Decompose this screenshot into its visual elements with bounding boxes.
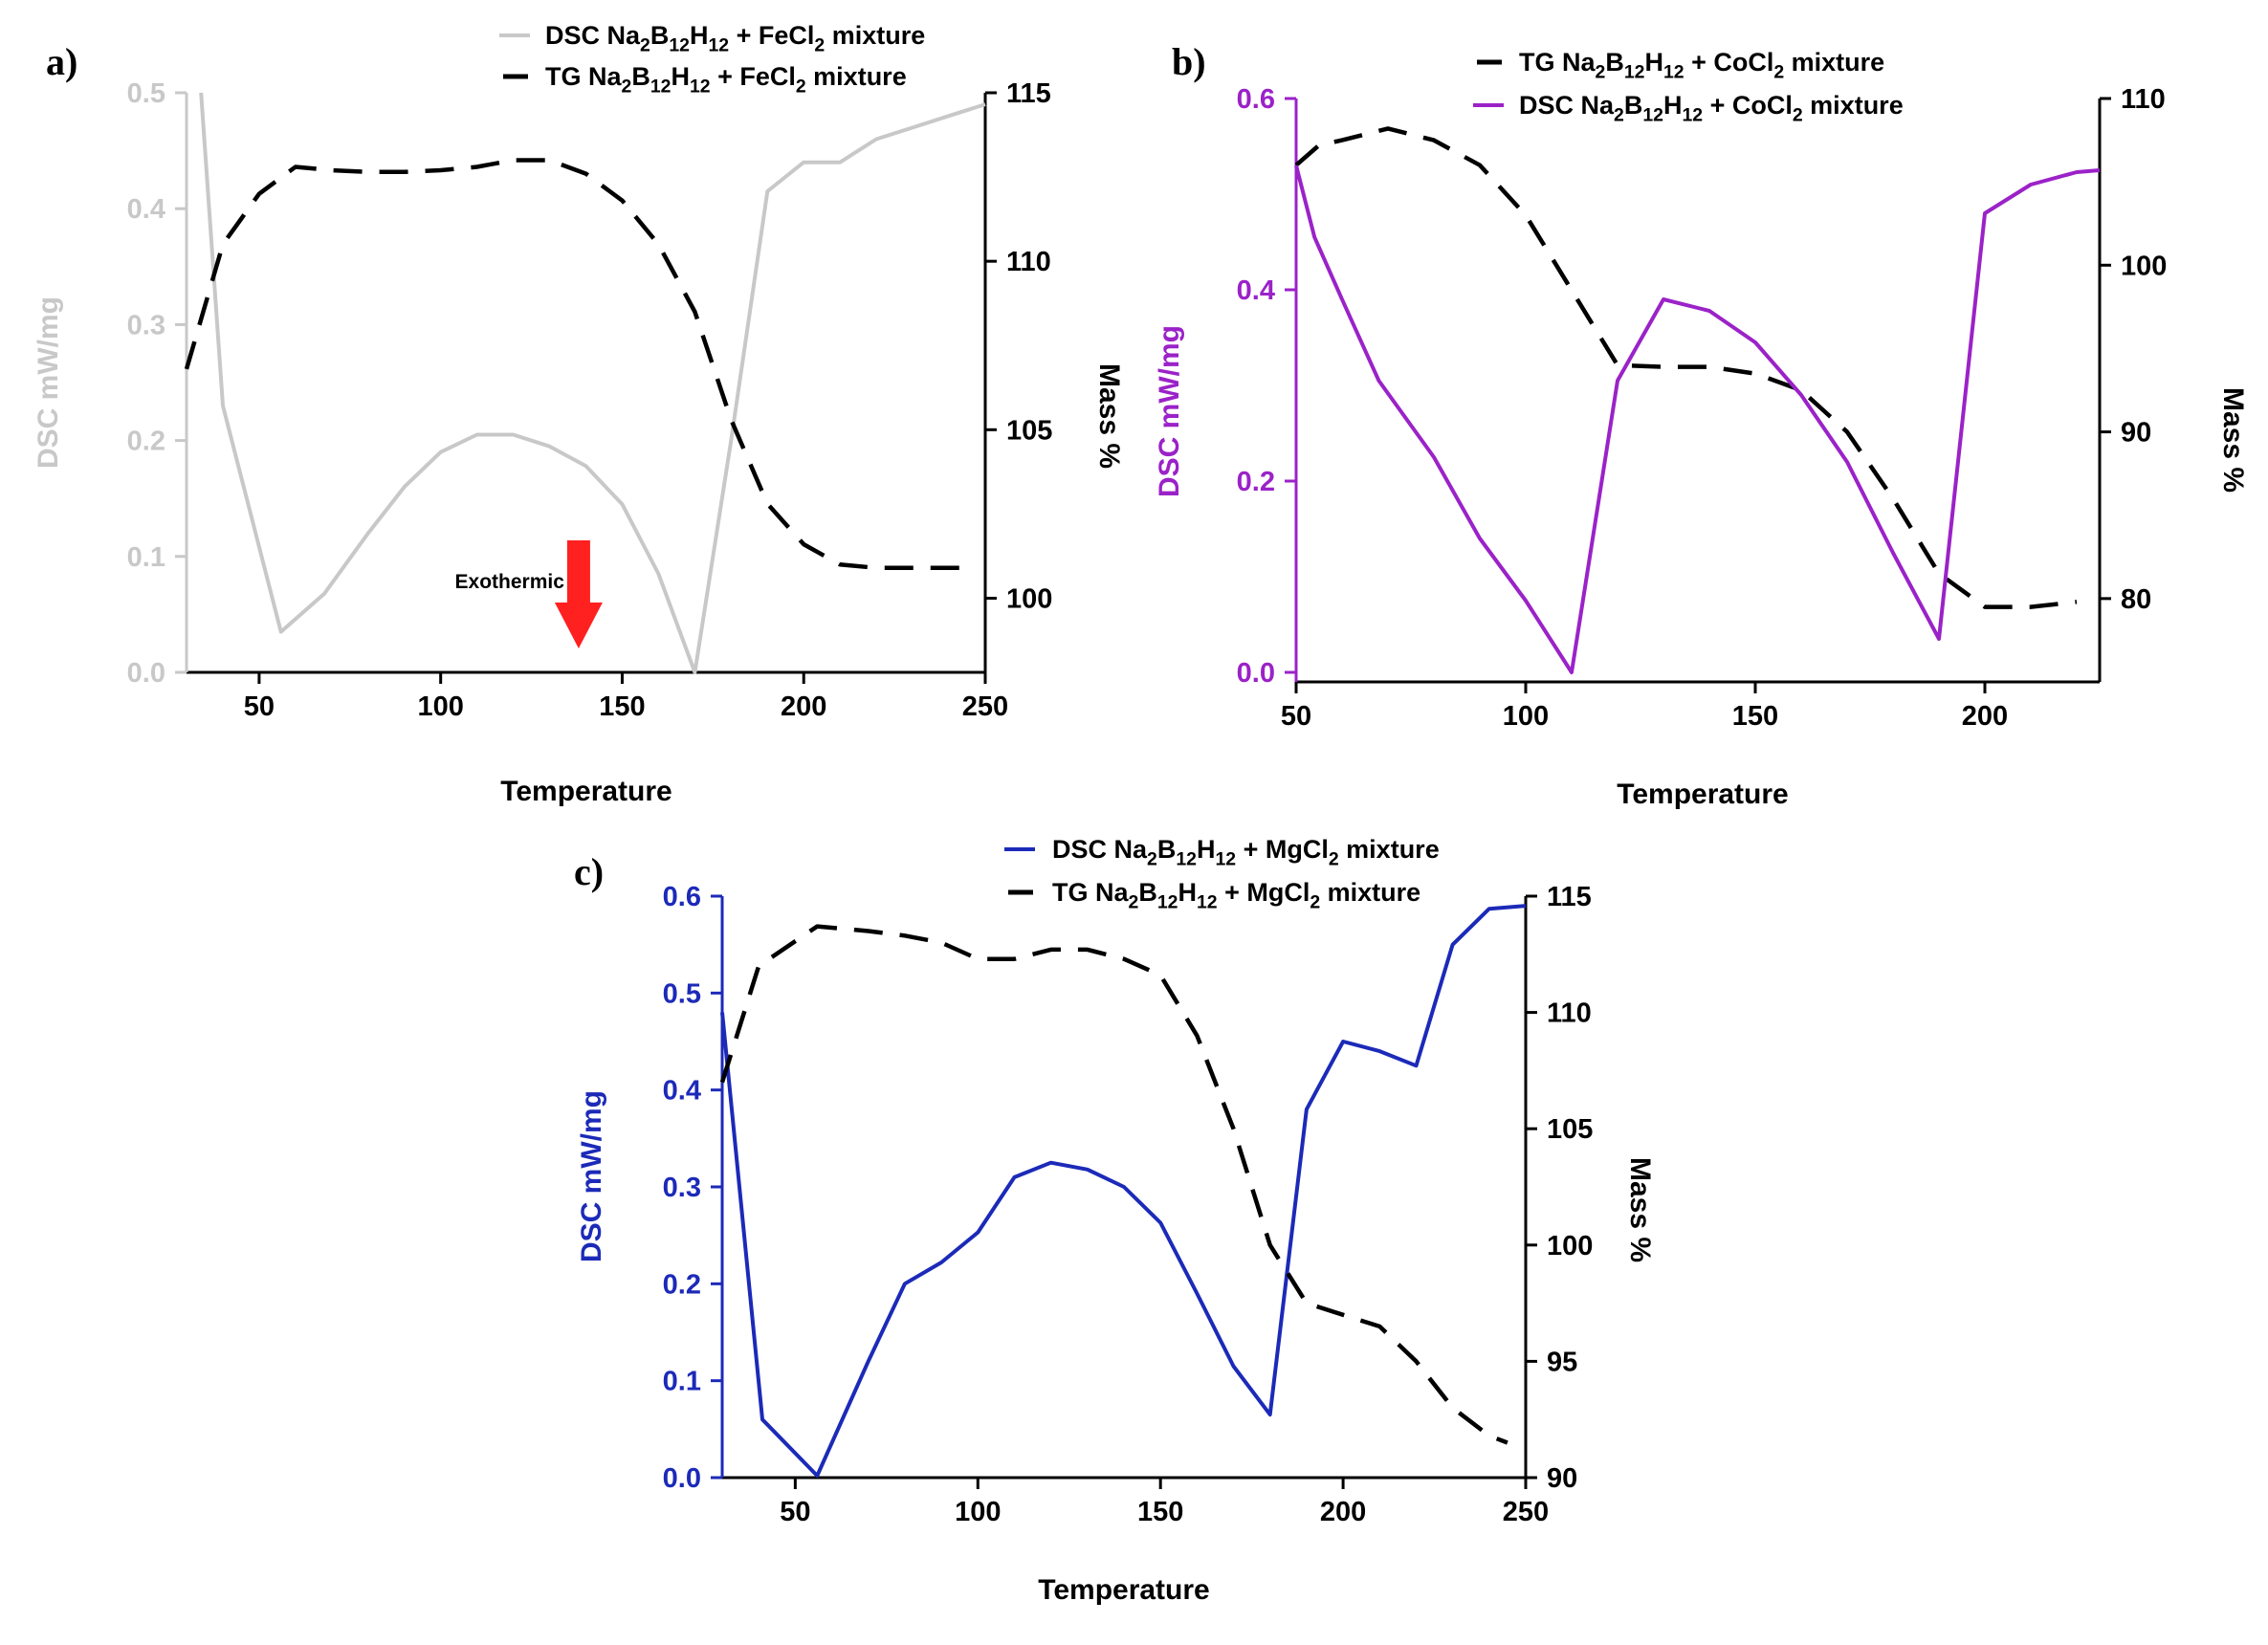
- x-tick-label: 250: [962, 691, 1008, 722]
- x-tick-label: 100: [417, 691, 463, 722]
- y-left-tick-label: 0.5: [663, 978, 701, 1009]
- dsc-series-line: [720, 904, 1527, 1478]
- y-right-tick-label: 90: [1547, 1463, 1577, 1494]
- panel-label: a): [46, 40, 77, 83]
- y-right-tick-label: 115: [1547, 882, 1592, 912]
- legend-label: TG Na2​B12​H12​ + CoCl2​ mixture: [1519, 48, 1884, 83]
- panel-c: c) 50 100 150 200 250 0.0 0.1 0.2 0.3 0.4 0.5 0.6 90 9…: [574, 835, 1656, 1606]
- y-right-tick-label: 110: [2121, 84, 2166, 115]
- exothermic-arrow-icon: [554, 540, 603, 648]
- panel-label: b): [1172, 40, 1206, 83]
- y-left-tick-label: 0.2: [127, 427, 165, 457]
- legend-label: DSC Na2​B12​H12​ + MgCl2​ mixture: [1052, 835, 1440, 870]
- y-right-tick-label: 95: [1547, 1347, 1577, 1377]
- y-right-tick-label: 110: [1006, 247, 1051, 277]
- x-tick-label: 100: [955, 1497, 1001, 1527]
- y-left-tick-label: 0.2: [663, 1269, 701, 1300]
- y-right-tick-label: 90: [2121, 418, 2151, 449]
- y-left-axis-title: DSC mW/mg: [576, 1090, 607, 1262]
- y-right-tick-label: 105: [1547, 1114, 1593, 1145]
- legend-label: DSC Na2​B12​H12​ + FeCl2​ mixture: [545, 21, 925, 56]
- y-left-tick-label: 0.3: [127, 310, 165, 340]
- y-left-axis-title: DSC mW/mg: [33, 296, 64, 469]
- legend-label: TG Na2​B12​H12​ + FeCl2​ mixture: [545, 62, 907, 98]
- y-right-tick-label: 100: [1006, 583, 1052, 614]
- dsc-series-line: [199, 92, 986, 674]
- y-left-tick-label: 0.1: [663, 1367, 701, 1397]
- x-axis-title: Temperature: [1617, 779, 1789, 810]
- y-right-axis-title: Mass %: [1093, 363, 1125, 469]
- x-tick-label: 250: [1503, 1497, 1549, 1527]
- y-left-tick-label: 0.2: [1237, 467, 1275, 497]
- y-right-tick-label: 100: [1547, 1231, 1593, 1261]
- panel-b: b) 50 100 150 200 0.0 0.2 0.4 0.6 80 90 100 110 Tempe…: [1154, 40, 2249, 810]
- tg-series-line: [1294, 126, 2078, 609]
- panel-label: c): [574, 850, 604, 893]
- x-tick-label: 100: [1503, 701, 1549, 732]
- y-right-tick-label: 115: [1006, 78, 1051, 109]
- x-tick-label: 150: [1137, 1497, 1183, 1527]
- y-left-tick-label: 0.1: [127, 542, 165, 573]
- x-tick-label: 150: [1732, 701, 1778, 732]
- panel-a: a) 50 100 150 200 250 0.0 0.1 0.2 0.3 0.4 0.5 100 105…: [33, 21, 1125, 807]
- x-tick-label: 200: [781, 691, 826, 722]
- x-tick-label: 200: [1962, 701, 2008, 732]
- y-left-tick-label: 0.4: [127, 194, 165, 225]
- y-left-tick-label: 0.6: [1237, 84, 1275, 115]
- y-right-tick-label: 105: [1006, 415, 1052, 446]
- y-left-axis-title: DSC mW/mg: [1154, 325, 1185, 497]
- x-axis-title: Temperature: [1038, 1574, 1210, 1606]
- y-left-tick-label: 0.0: [1237, 658, 1275, 689]
- tg-series-line: [719, 924, 1508, 1445]
- y-right-tick-label: 80: [2121, 584, 2151, 615]
- y-left-tick-label: 0.4: [663, 1076, 701, 1107]
- legend-label: DSC Na2​B12​H12​ + CoCl2​ mixture: [1519, 91, 1904, 126]
- annotation-label: Exothermic: [455, 571, 565, 593]
- y-right-tick-label: 110: [1547, 998, 1592, 1029]
- y-right-tick-label: 100: [2121, 251, 2167, 281]
- x-tick-label: 50: [780, 1497, 810, 1527]
- y-left-tick-label: 0.0: [127, 658, 165, 689]
- x-tick-label: 50: [244, 691, 275, 722]
- y-right-axis-title: Mass %: [1624, 1157, 1656, 1262]
- y-left-tick-label: 0.0: [663, 1463, 701, 1494]
- legend-label: TG Na2​B12​H12​ + MgCl2​ mixture: [1052, 878, 1420, 913]
- x-tick-label: 150: [599, 691, 645, 722]
- dsc-series-line: [1294, 164, 2101, 674]
- x-tick-label: 50: [1281, 701, 1311, 732]
- y-right-axis-title: Mass %: [2217, 387, 2249, 493]
- y-left-tick-label: 0.3: [663, 1173, 701, 1203]
- tg-series-line: [184, 158, 967, 571]
- x-tick-label: 200: [1320, 1497, 1366, 1527]
- y-left-tick-label: 0.4: [1237, 275, 1275, 306]
- y-left-tick-label: 0.6: [663, 882, 701, 912]
- y-left-tick-label: 0.5: [127, 78, 165, 109]
- x-axis-title: Temperature: [500, 776, 672, 807]
